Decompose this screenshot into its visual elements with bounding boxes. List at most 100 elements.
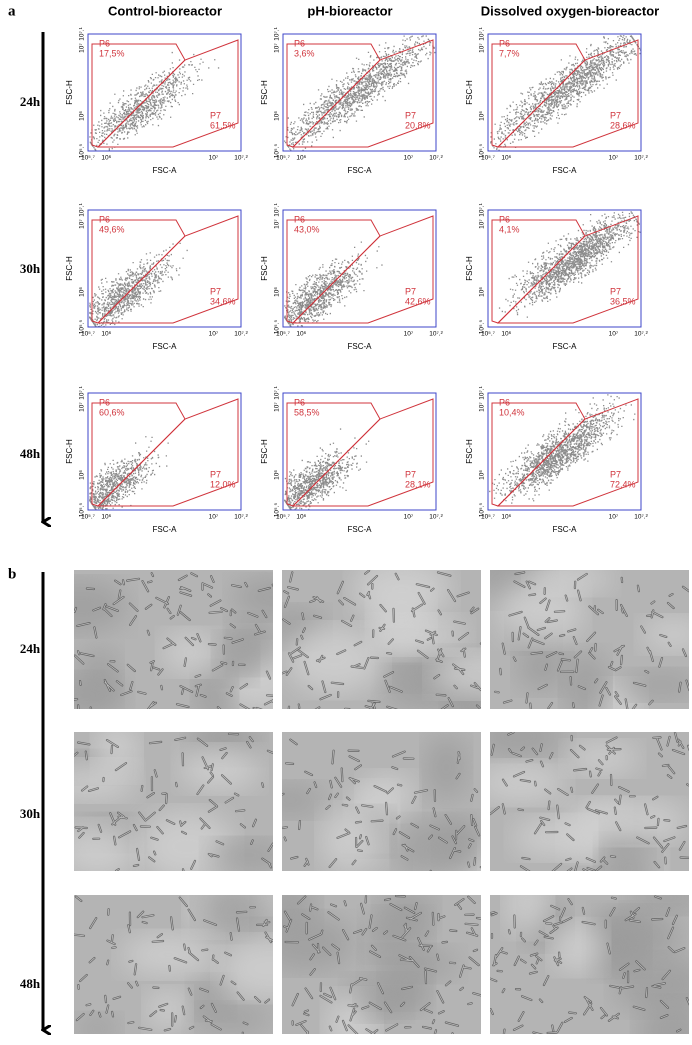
y-tick-label: 10⁷.¹	[479, 202, 486, 216]
gate-name: P6	[294, 38, 305, 48]
gate-percent: 10,4%	[499, 407, 525, 417]
x-tick-label: 10⁷	[609, 155, 619, 162]
x-axis-label: FSC-A	[553, 525, 578, 534]
plot-frame	[487, 209, 642, 328]
gate-percent: 12,0%	[210, 479, 236, 489]
x-axis-label: FSC-A	[348, 525, 373, 534]
event-cloud	[284, 241, 383, 328]
event-cloud	[489, 394, 636, 504]
gate-p7	[96, 215, 239, 324]
y-tick-label: 10⁷.¹	[274, 385, 281, 399]
y-tick-label: 10⁶	[274, 111, 281, 121]
row-label: 30h	[20, 806, 41, 821]
panel-label: b	[8, 566, 16, 582]
y-tick-label: 10⁵.⁵	[479, 143, 486, 158]
x-axis-label: FSC-A	[153, 525, 178, 534]
gate-percent: 7,7%	[499, 48, 520, 58]
plot-frame	[487, 392, 642, 511]
x-tick-label: 10⁷	[609, 514, 619, 521]
gate-percent: 61,5%	[210, 120, 236, 130]
y-tick-label: 10⁶	[79, 470, 86, 480]
gate-percent: 3,6%	[294, 48, 315, 58]
x-tick-label: 10⁷.²	[429, 155, 443, 162]
x-tick-label: 10⁶	[101, 514, 111, 521]
plot-frame	[487, 33, 642, 152]
gate-name: P7	[610, 469, 621, 479]
gate-percent: 42,6%	[405, 296, 431, 306]
gate-percent: 4,1%	[499, 224, 520, 234]
y-tick-label: 10⁵.⁵	[479, 319, 486, 334]
event-cloud	[498, 211, 641, 318]
y-tick-label: 10⁷.¹	[79, 26, 86, 40]
gate-name: P7	[610, 286, 621, 296]
x-tick-label: 10⁵.⁷	[81, 331, 96, 338]
x-tick-label: 10⁷	[209, 331, 219, 338]
x-tick-label: 10⁶	[296, 514, 306, 521]
gate-percent: 60,6%	[99, 407, 125, 417]
x-tick-label: 10⁶	[101, 155, 111, 162]
micrograph	[74, 732, 273, 871]
x-tick-label: 10⁵.⁷	[481, 514, 496, 521]
micrograph	[282, 895, 481, 1034]
event-cloud	[490, 35, 642, 151]
cell-highlights	[282, 570, 481, 709]
gate-percent: 49,6%	[99, 224, 125, 234]
gate-name: P7	[210, 110, 221, 120]
x-tick-label: 10⁵.⁷	[81, 155, 96, 162]
y-tick-label: 10⁵.⁵	[79, 319, 86, 334]
event-cloud	[89, 51, 220, 151]
event-cloud	[89, 436, 169, 511]
cell-highlights	[494, 572, 689, 709]
gate-p7	[291, 398, 434, 507]
y-tick-label: 10⁶	[479, 111, 486, 121]
gate-percent: 34,6%	[210, 296, 236, 306]
y-tick-label: 10⁶	[274, 470, 281, 480]
plot-frame	[282, 33, 437, 152]
gate-name: P7	[405, 286, 416, 296]
y-axis-label: FSC-H	[260, 439, 269, 464]
y-tick-label: 10⁵.⁵	[79, 502, 86, 517]
cell-highlights	[74, 896, 273, 1034]
event-cloud	[284, 35, 436, 152]
event-cloud	[284, 428, 370, 511]
x-tick-label: 10⁵.⁷	[481, 331, 496, 338]
gate-percent: 36,5%	[610, 296, 636, 306]
x-tick-label: 10⁶	[501, 155, 511, 162]
gate-name: P6	[499, 397, 510, 407]
y-axis-label: FSC-H	[260, 80, 269, 105]
y-tick-label: 10⁷	[274, 219, 281, 229]
y-tick-label: 10⁷.¹	[479, 26, 486, 40]
y-tick-label: 10⁷	[79, 402, 86, 412]
y-axis-label: FSC-H	[65, 256, 74, 281]
plot-frame	[87, 392, 242, 511]
gate-percent: 20,8%	[405, 120, 431, 130]
micrograph	[74, 895, 273, 1034]
gate-p6	[491, 43, 586, 148]
micrograph	[282, 570, 481, 709]
gate-name: P6	[499, 38, 510, 48]
x-tick-label: 10⁷.²	[634, 331, 648, 338]
micrograph	[490, 895, 689, 1034]
y-tick-label: 10⁷	[274, 43, 281, 53]
micrograph	[490, 570, 689, 709]
gate-p7	[496, 398, 639, 507]
gate-name: P6	[499, 214, 510, 224]
x-tick-label: 10⁷.²	[429, 514, 443, 521]
gate-p7	[291, 39, 434, 148]
micrograph	[490, 732, 689, 871]
y-tick-label: 10⁷.¹	[274, 202, 281, 216]
y-axis-label: FSC-H	[260, 256, 269, 281]
x-tick-label: 10⁷	[209, 155, 219, 162]
x-tick-label: 10⁷.²	[234, 331, 248, 338]
y-tick-label: 10⁵.⁵	[274, 319, 281, 334]
x-axis-label: FSC-A	[153, 166, 178, 175]
micrograph	[74, 570, 273, 709]
x-tick-label: 10⁵.⁷	[481, 155, 496, 162]
gate-name: P6	[294, 397, 305, 407]
x-tick-label: 10⁶	[501, 514, 511, 521]
